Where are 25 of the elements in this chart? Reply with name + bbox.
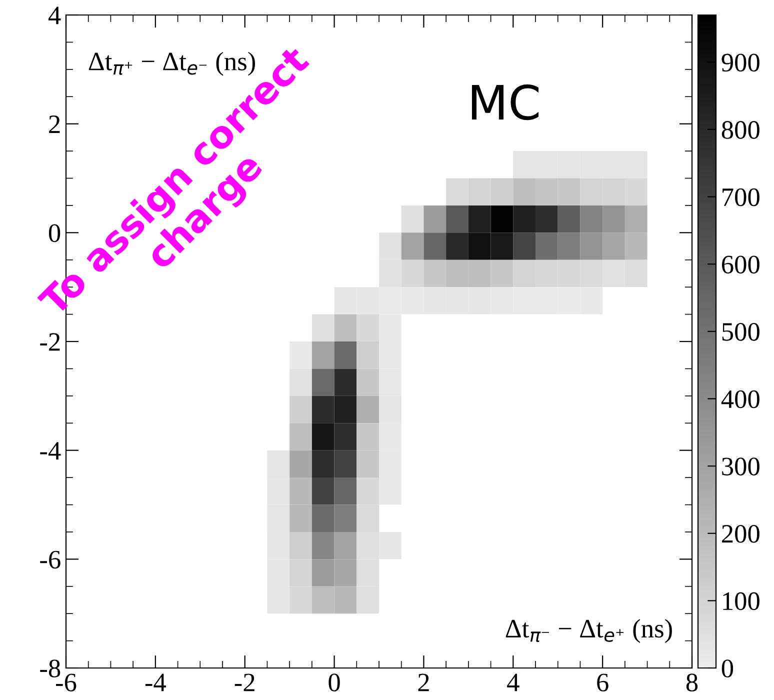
annotation: MC [472, 84, 538, 120]
color-bar-label: 300 [722, 458, 760, 476]
color-bar-label: 400 [721, 390, 760, 408]
color-bar-label: 900 [722, 54, 760, 72]
color-bar-label: 100 [723, 592, 760, 610]
x-tick-label: 6 [597, 674, 608, 692]
x-tick-label: -2 [234, 674, 254, 692]
color-bar-label: 500 [722, 323, 760, 341]
color-bar-label: 200 [722, 524, 760, 543]
color-bar-label: 600 [722, 256, 760, 274]
color-bar-label: 700 [722, 188, 760, 206]
x-tick-label: 4 [507, 674, 520, 692]
x-tick-label: -4 [145, 674, 166, 692]
x-tick-label: 0 [328, 674, 340, 692]
y-tick-label: 4 [48, 6, 61, 24]
color-bar-label: 800 [722, 121, 760, 139]
y-tick-label: -2 [40, 333, 60, 351]
x-tick-label: 2 [418, 674, 429, 692]
x-axis-title: Δt$_{π⁻}$ − Δt$_{e⁺}$ (ns) [506, 619, 672, 643]
y-tick-label: 0 [48, 224, 60, 242]
y-tick-label: -6 [40, 550, 60, 569]
y-tick-label: -4 [40, 442, 61, 460]
x-tick-label: 8 [686, 674, 698, 692]
y-tick-label: 2 [49, 116, 60, 133]
color-bar-label: 0 [722, 660, 734, 678]
